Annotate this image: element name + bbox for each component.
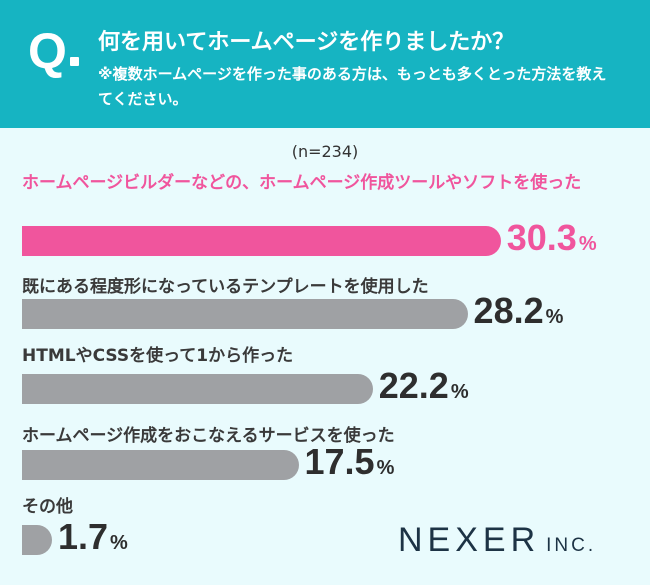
question-header: Q 何を用いてホームページを作りましたか？ ※複数ホームページを作った事のある方… (0, 0, 650, 128)
value-label: 1.7% (58, 519, 128, 555)
value-number: 28.2 (473, 290, 544, 331)
q-dot (70, 57, 79, 66)
value-label: 28.2% (474, 293, 564, 329)
q-mark: Q (28, 23, 67, 79)
question-note: ※複数ホームページを作った事のある方は、もっとも多くとった方法を教えてください。 (98, 65, 607, 108)
question-title: 何を用いてホームページを作りましたか？ (98, 30, 515, 55)
value-unit: % (110, 532, 128, 554)
value-unit: % (450, 381, 469, 403)
value-label: 22.2% (379, 368, 469, 404)
bar (22, 374, 373, 404)
nexer-logo: NEXER INC. (398, 521, 596, 560)
value-unit: % (376, 457, 395, 479)
value-number: 1.7 (58, 516, 109, 557)
category-label: その他 (22, 497, 73, 517)
category-label: 既にある程度形になっているテンプレートを使用した (22, 277, 429, 297)
bar (22, 525, 52, 555)
value-number: 17.5 (304, 441, 375, 482)
value-label: 30.3% (507, 220, 597, 256)
bar (22, 226, 501, 256)
logo-main: NEXER (398, 521, 541, 559)
value-unit: % (545, 306, 564, 328)
value-unit: % (578, 233, 597, 255)
category-label: ホームページ作成をおこなえるサービスを使った (22, 426, 395, 446)
bar (22, 450, 299, 480)
logo-sub: INC. (546, 535, 597, 556)
category-label: ホームページビルダーなどの、ホームページ作成ツールやソフトを使った (22, 173, 582, 193)
sample-size: (n=234) (291, 142, 359, 161)
value-number: 30.3 (506, 217, 577, 258)
bar (22, 299, 468, 329)
category-label: HTMLやCSSを使って1から作った (22, 346, 294, 366)
value-number: 22.2 (378, 365, 449, 406)
value-label: 17.5% (305, 444, 395, 480)
